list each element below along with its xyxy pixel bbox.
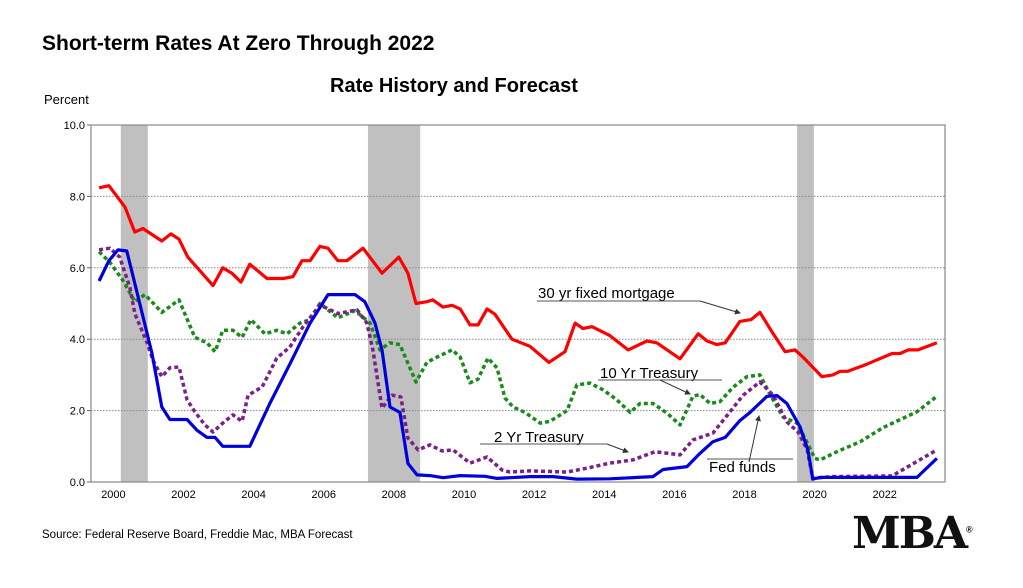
recession-band bbox=[797, 125, 814, 482]
recession-band bbox=[367, 125, 421, 482]
y-tick-label: 6.0 bbox=[70, 263, 85, 275]
annotation-2yr: 2 Yr Treasury bbox=[494, 429, 584, 446]
annotation-10yr: 10 Yr Treasury bbox=[600, 365, 699, 382]
annotation-mortgage: 30 yr fixed mortgage bbox=[538, 285, 675, 302]
x-tick-label: 2014 bbox=[592, 489, 616, 501]
registered-mark: ® bbox=[966, 524, 973, 535]
x-tick-label: 2022 bbox=[872, 489, 896, 501]
mba-logo: MBA® bbox=[852, 508, 973, 559]
slide-title: Short-term Rates At Zero Through 2022 bbox=[42, 32, 435, 55]
x-tick-label: 2004 bbox=[241, 489, 265, 501]
x-tick-label: 2008 bbox=[382, 489, 406, 501]
y-tick-label: 4.0 bbox=[70, 334, 85, 346]
x-tick-label: 2010 bbox=[452, 489, 476, 501]
logo-text: MBA bbox=[852, 508, 968, 559]
series-10-yr-treasury bbox=[97, 250, 938, 462]
annotation-arrow bbox=[659, 379, 691, 395]
x-tick-label: 2000 bbox=[101, 489, 125, 501]
annotation-arrow bbox=[748, 415, 761, 463]
y-tick-label: 2.0 bbox=[70, 406, 85, 418]
x-tick-label: 2016 bbox=[662, 489, 686, 501]
annotation-arrow bbox=[606, 443, 629, 454]
annotation-fed-funds: Fed funds bbox=[709, 459, 776, 476]
source-note: Source: Federal Reserve Board, Freddie M… bbox=[42, 529, 353, 541]
series-30-yr-fixed-mortgage bbox=[98, 184, 938, 379]
y-tick-label: 0.0 bbox=[70, 477, 85, 489]
x-tick-label: 2020 bbox=[802, 489, 826, 501]
series-2-yr-treasury bbox=[98, 246, 938, 481]
chart-title: Rate History and Forecast bbox=[330, 75, 578, 97]
y-axis-label: Percent bbox=[44, 92, 89, 107]
annotation-arrow bbox=[699, 300, 741, 315]
x-tick-label: 2002 bbox=[171, 489, 195, 501]
series-fed-funds bbox=[97, 248, 939, 481]
plot-frame bbox=[90, 124, 946, 483]
y-tick-label: 10.0 bbox=[64, 120, 85, 132]
x-tick-label: 2012 bbox=[522, 489, 546, 501]
x-tick-label: 2018 bbox=[732, 489, 756, 501]
y-tick-label: 8.0 bbox=[70, 191, 85, 203]
x-tick-label: 2006 bbox=[312, 489, 336, 501]
